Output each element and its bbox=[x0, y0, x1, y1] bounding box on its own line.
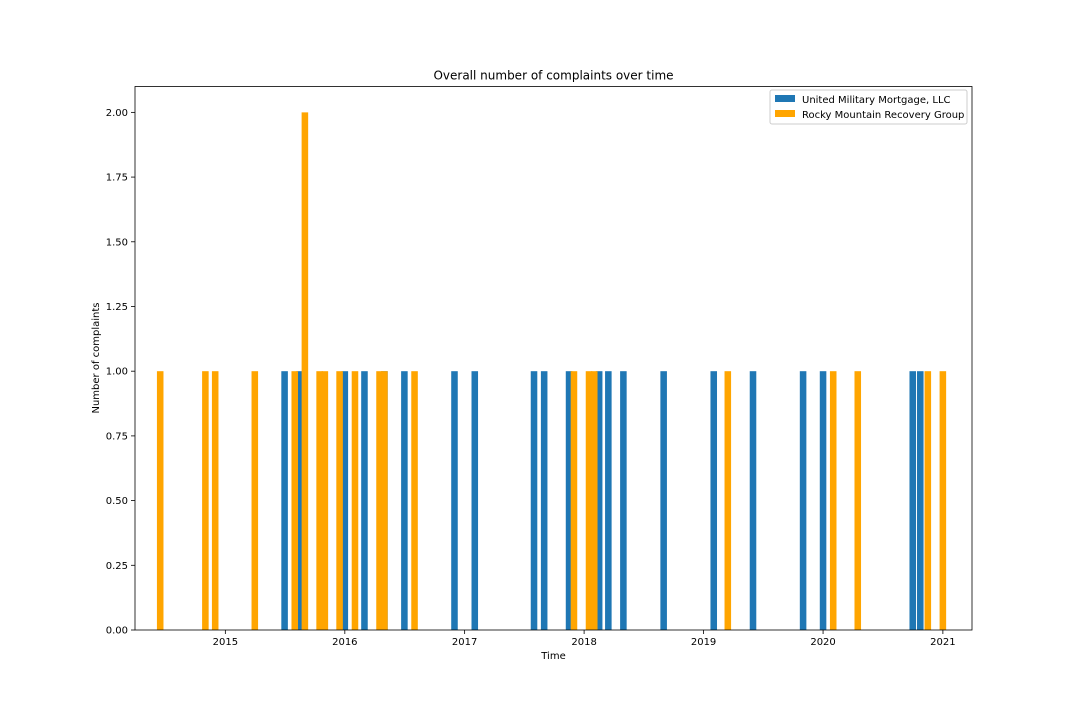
bar-united-military-17 bbox=[799, 371, 807, 630]
bars-layer bbox=[156, 112, 947, 630]
x-axis-ticks: 2015 2016 2017 2018 2019 2020 2021 bbox=[213, 630, 956, 648]
bar-united-military-18 bbox=[819, 371, 827, 630]
bar-rocky-mountain-5 bbox=[301, 112, 309, 630]
bar-united-military-7 bbox=[471, 371, 479, 630]
bar-rocky-mountain-15 bbox=[590, 371, 598, 630]
x-tick-label-2017: 2017 bbox=[452, 637, 477, 648]
bar-rocky-mountain-8 bbox=[336, 371, 343, 630]
bar-united-military-8 bbox=[530, 371, 538, 630]
bar-rocky-mountain-14 bbox=[585, 371, 593, 630]
bar-rocky-mountain-10 bbox=[376, 371, 383, 630]
bar-rocky-mountain-19 bbox=[924, 371, 932, 630]
bar-united-military-12 bbox=[605, 371, 612, 630]
bar-rocky-mountain-1 bbox=[202, 371, 209, 630]
plot-area-frame bbox=[134, 86, 973, 631]
y-tick-label-1.00: 1.00 bbox=[106, 367, 128, 378]
y-axis-ticks: 0.00 0.25 0.50 0.75 1.00 1.25 1.50 1.75 2.00 bbox=[106, 108, 135, 637]
y-tick-label-0.50: 0.50 bbox=[106, 496, 128, 507]
bar-united-military-3 bbox=[361, 371, 368, 630]
bar-united-military-13 bbox=[620, 371, 627, 630]
bar-united-military-16 bbox=[749, 371, 757, 630]
legend-label-united-military: United Military Mortgage, LLC bbox=[802, 95, 951, 106]
bar-rocky-mountain-4 bbox=[291, 371, 299, 630]
legend-swatch-rocky-mountain bbox=[775, 110, 795, 117]
bar-rocky-mountain-2 bbox=[211, 371, 219, 630]
bar-rocky-mountain-6 bbox=[316, 371, 323, 630]
y-tick-label-1.50: 1.50 bbox=[106, 237, 128, 248]
legend-label-rocky-mountain: Rocky Mountain Recovery Group bbox=[802, 110, 964, 121]
bar-united-military-14 bbox=[660, 371, 667, 630]
y-tick-label-0.75: 0.75 bbox=[106, 431, 128, 442]
y-tick-label-1.75: 1.75 bbox=[106, 173, 128, 184]
bar-rocky-mountain-11 bbox=[381, 371, 388, 630]
legend-frame bbox=[769, 89, 968, 125]
legend: United Military Mortgage, LLC Rocky Moun… bbox=[769, 89, 968, 125]
bar-united-military-9 bbox=[540, 371, 548, 630]
bar-united-military-2 bbox=[341, 371, 349, 630]
bar-rocky-mountain-16 bbox=[724, 371, 732, 630]
bar-rocky-mountain-9 bbox=[351, 371, 359, 630]
bar-united-military-19 bbox=[909, 371, 917, 630]
bar-rocky-mountain-0 bbox=[156, 371, 164, 630]
chart-title: Overall number of complaints over time bbox=[433, 69, 673, 83]
x-axis-label: Time bbox=[540, 651, 565, 662]
y-axis-label: Number of complaints bbox=[91, 302, 102, 413]
x-tick-label-2015: 2015 bbox=[213, 637, 238, 648]
bar-united-military-6 bbox=[451, 371, 458, 630]
bar-united-military-1 bbox=[296, 371, 303, 630]
x-tick-label-2021: 2021 bbox=[930, 637, 955, 648]
bar-united-military-5 bbox=[401, 371, 408, 630]
bar-united-military-0 bbox=[281, 371, 288, 630]
y-tick-label-2.00: 2.00 bbox=[106, 108, 128, 119]
bar-united-military-11 bbox=[595, 371, 603, 630]
bar-united-military-20 bbox=[917, 371, 924, 630]
x-tick-label-2016: 2016 bbox=[332, 637, 357, 648]
bar-rocky-mountain-7 bbox=[321, 371, 329, 630]
y-tick-label-0.25: 0.25 bbox=[106, 561, 128, 572]
bar-rocky-mountain-17 bbox=[829, 371, 837, 630]
bar-rocky-mountain-12 bbox=[411, 371, 418, 630]
x-tick-label-2018: 2018 bbox=[571, 637, 596, 648]
bar-united-military-15 bbox=[710, 371, 718, 630]
bar-rocky-mountain-18 bbox=[854, 371, 862, 630]
x-tick-label-2019: 2019 bbox=[691, 637, 716, 648]
bar-united-military-10 bbox=[565, 371, 573, 630]
legend-swatch-united-military bbox=[775, 95, 795, 102]
y-tick-label-0.00: 0.00 bbox=[106, 626, 128, 637]
x-tick-label-2020: 2020 bbox=[810, 637, 835, 648]
bar-rocky-mountain-20 bbox=[939, 371, 947, 630]
bar-rocky-mountain-13 bbox=[570, 371, 578, 630]
bar-rocky-mountain-3 bbox=[251, 371, 259, 630]
y-tick-label-1.25: 1.25 bbox=[106, 302, 128, 313]
